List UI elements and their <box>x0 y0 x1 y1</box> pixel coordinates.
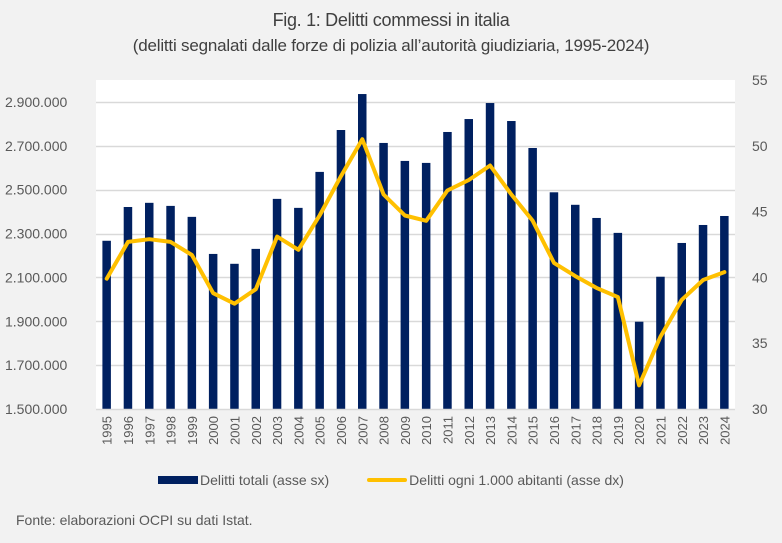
bar-2005 <box>315 171 324 409</box>
right-axis-tick-label: 30 <box>752 401 768 417</box>
source-note: Fonte: elaborazioni OCPI su dati Istat. <box>16 512 253 528</box>
bar-2012 <box>464 119 473 410</box>
bar-2015 <box>528 147 537 409</box>
right-axis-tick-label: 50 <box>752 138 768 154</box>
x-tick-label: 2015 <box>526 416 541 445</box>
x-tick-label: 1996 <box>121 416 136 445</box>
bar-2022 <box>677 242 686 409</box>
bar-2018 <box>592 217 601 409</box>
left-axis-tick-label: 2.900.000 <box>5 94 67 110</box>
x-tick-label: 2012 <box>462 416 477 445</box>
x-tick-label: 2013 <box>483 416 498 445</box>
bar-series <box>102 94 729 410</box>
x-tick-label: 2008 <box>377 416 392 445</box>
left-axis-tick-label: 2.300.000 <box>5 226 67 242</box>
left-axis-tick-label: 2.500.000 <box>5 182 67 198</box>
x-tick-label: 1997 <box>142 416 157 445</box>
x-tick-label: 2000 <box>206 416 221 445</box>
x-tick-label: 2010 <box>419 416 434 445</box>
plot-area <box>96 80 735 409</box>
bar-2011 <box>443 131 452 409</box>
right-axis-ticks: 30 35 40 45 50 55 <box>752 72 768 417</box>
left-axis-tick-label: 2.700.000 <box>5 138 67 154</box>
legend: Delitti totali (asse sx) Delitti ogni 1.… <box>0 472 782 488</box>
x-tick-label: 2009 <box>398 416 413 445</box>
bar-2003 <box>272 198 282 409</box>
x-tick-label: 2016 <box>547 416 562 445</box>
bar-2002 <box>251 248 260 409</box>
chart-subtitle: (delitti segnalati dalle forze di polizi… <box>132 36 650 55</box>
bar-2001 <box>230 263 239 409</box>
legend-item-line: Delitti ogni 1.000 abitanti (asse dx) <box>367 472 624 488</box>
x-tick-label: 2007 <box>355 416 370 445</box>
bar-2007 <box>358 94 367 410</box>
x-axis-ticks: 1995 1996 1997 1998 1999 2000 2001 2002 2003 2004… <box>100 416 733 445</box>
bar-2009 <box>400 160 410 409</box>
x-tick-label: 2004 <box>291 416 306 445</box>
bar-2004 <box>294 207 303 409</box>
right-axis-tick-label: 55 <box>752 72 768 88</box>
bar-2013 <box>485 103 495 409</box>
left-axis-tick-label: 1.500.000 <box>5 401 67 417</box>
bar-2023 <box>698 224 708 409</box>
x-tick-label: 1995 <box>100 416 115 445</box>
x-tick-label: 2018 <box>590 416 605 445</box>
bar-2008 <box>379 142 388 409</box>
legend-item-bar: Delitti totali (asse sx) <box>158 472 329 488</box>
x-tick-label: 2017 <box>568 416 583 445</box>
x-tick-label: 2024 <box>717 416 732 445</box>
bar-2017 <box>571 204 580 409</box>
left-axis-tick-label: 1.700.000 <box>5 357 67 373</box>
x-tick-label: 2022 <box>675 416 690 445</box>
legend-swatch-bar <box>158 476 199 484</box>
x-tick-label: 2020 <box>632 416 647 445</box>
x-tick-label: 2021 <box>654 416 669 445</box>
right-axis-tick-label: 35 <box>752 335 768 351</box>
bar-1997 <box>145 202 154 409</box>
x-tick-label: 2019 <box>611 416 626 445</box>
bar-2000 <box>208 253 218 409</box>
bar-2010 <box>421 162 431 409</box>
x-tick-label: 2001 <box>228 416 243 445</box>
bar-1995 <box>102 240 111 409</box>
bar-2014 <box>507 121 516 410</box>
right-axis-tick-label: 45 <box>752 204 768 220</box>
right-axis-tick-label: 40 <box>752 269 768 285</box>
bar-2019 <box>613 232 623 409</box>
x-tick-label: 1998 <box>164 416 179 445</box>
bar-1996 <box>123 206 133 409</box>
bar-1998 <box>166 205 175 409</box>
bar-2024 <box>720 215 729 409</box>
x-tick-label: 2023 <box>696 416 711 445</box>
legend-label-bar: Delitti totali (asse sx) <box>200 472 330 488</box>
x-tick-label: 2002 <box>249 416 264 445</box>
x-tick-label: 2011 <box>440 416 455 444</box>
x-tick-label: 2005 <box>313 416 328 445</box>
left-axis-tick-label: 1.900.000 <box>5 313 67 329</box>
bar-2006 <box>336 130 346 409</box>
chart-title: Fig. 1: Delitti commessi in italia <box>272 10 510 30</box>
x-tick-label: 1999 <box>185 416 200 445</box>
bar-2016 <box>549 192 559 409</box>
bar-2021 <box>656 276 665 409</box>
x-tick-label: 2006 <box>334 416 349 445</box>
legend-swatch-line <box>367 478 408 482</box>
bar-1999 <box>187 216 197 409</box>
legend-label-line: Delitti ogni 1.000 abitanti (asse dx) <box>409 472 624 488</box>
x-tick-label: 2003 <box>270 416 285 445</box>
x-tick-label: 2014 <box>504 416 519 445</box>
bar-2020 <box>634 321 644 409</box>
line-series <box>104 137 727 388</box>
line-path <box>104 137 727 388</box>
left-axis-tick-label: 2.100.000 <box>5 269 67 285</box>
left-axis-ticks: 1.500.000 1.700.000 1.900.000 2.100.000 2.30… <box>5 94 67 417</box>
